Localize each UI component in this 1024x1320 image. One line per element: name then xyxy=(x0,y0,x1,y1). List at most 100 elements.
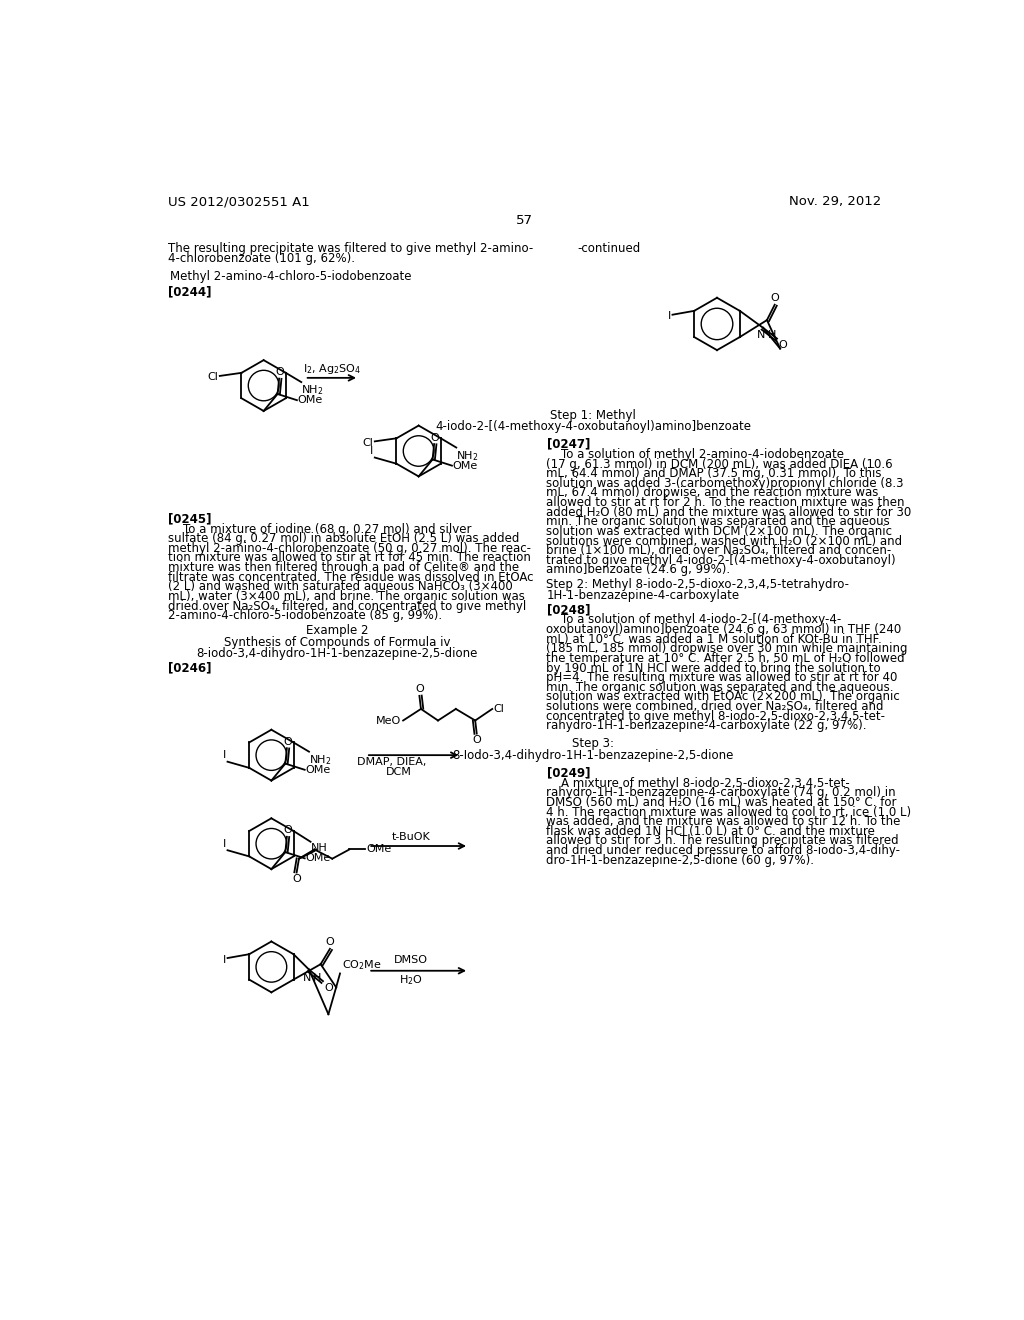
Text: mL, 64.4 mmol) and DMAP (37.5 mg, 0.31 mmol). To this: mL, 64.4 mmol) and DMAP (37.5 mg, 0.31 m… xyxy=(547,467,882,480)
Text: -continued: -continued xyxy=(578,242,641,255)
Text: NH$_2$: NH$_2$ xyxy=(301,384,324,397)
Text: methyl 2-amino-4-chlorobenzoate (50 g, 0.27 mol). The reac-: methyl 2-amino-4-chlorobenzoate (50 g, 0… xyxy=(168,543,531,554)
Text: mL) at 10° C. was added a 1 M solution of KOt-Bu in THF: mL) at 10° C. was added a 1 M solution o… xyxy=(547,632,880,645)
Text: O: O xyxy=(325,982,333,993)
Text: DMAP, DIEA,: DMAP, DIEA, xyxy=(356,758,426,767)
Text: 4 h. The reaction mixture was allowed to cool to rt, ice (1.0 L): 4 h. The reaction mixture was allowed to… xyxy=(547,805,911,818)
Text: allowed to stir for 3 h. The resulting precipitate was filtered: allowed to stir for 3 h. The resulting p… xyxy=(547,834,899,847)
Text: mixture was then filtered through a pad of Celite® and the: mixture was then filtered through a pad … xyxy=(168,561,519,574)
Text: O: O xyxy=(778,341,787,350)
Text: Step 1: Methyl: Step 1: Methyl xyxy=(550,409,636,421)
Text: rahydro-1H-1-benzazepine-4-carboxylate (74 g, 0.2 mol) in: rahydro-1H-1-benzazepine-4-carboxylate (… xyxy=(547,787,896,800)
Text: Synthesis of Compounds of Formula iv: Synthesis of Compounds of Formula iv xyxy=(224,636,451,649)
Text: min. The organic solution was separated and the aqueous: min. The organic solution was separated … xyxy=(547,515,890,528)
Text: Methyl 2-amino-4-chloro-5-iodobenzoate: Methyl 2-amino-4-chloro-5-iodobenzoate xyxy=(170,271,412,282)
Text: 8-Iodo-3,4-dihydro-1H-1-benzazepine-2,5-dione: 8-Iodo-3,4-dihydro-1H-1-benzazepine-2,5-… xyxy=(453,748,733,762)
Text: To a solution of methyl 4-iodo-2-[(4-methoxy-4-: To a solution of methyl 4-iodo-2-[(4-met… xyxy=(547,614,842,627)
Text: 2-amino-4-chloro-5-iodobenzoate (85 g, 99%).: 2-amino-4-chloro-5-iodobenzoate (85 g, 9… xyxy=(168,610,442,622)
Text: O: O xyxy=(415,684,424,694)
Text: H$_2$O: H$_2$O xyxy=(399,973,423,987)
Text: Cl: Cl xyxy=(494,704,505,714)
Text: I: I xyxy=(223,954,226,965)
Text: I: I xyxy=(223,838,226,849)
Text: was added, and the mixture was allowed to stir 12 h. To the: was added, and the mixture was allowed t… xyxy=(547,816,901,828)
Text: OMe: OMe xyxy=(305,853,331,863)
Text: solution was extracted with DCM (2×100 mL). The organic: solution was extracted with DCM (2×100 m… xyxy=(547,525,893,539)
Text: solutions were combined, dried over Na₂SO₄, filtered and: solutions were combined, dried over Na₂S… xyxy=(547,700,884,713)
Text: OMe: OMe xyxy=(298,395,323,405)
Text: tion mixture was allowed to stir at rt for 45 min. The reaction: tion mixture was allowed to stir at rt f… xyxy=(168,552,531,565)
Text: DMSO: DMSO xyxy=(394,956,428,965)
Text: A mixture of methyl 8-iodo-2,5-dioxo-2,3,4,5-tet-: A mixture of methyl 8-iodo-2,5-dioxo-2,3… xyxy=(547,776,850,789)
Text: Cl: Cl xyxy=(362,438,373,447)
Text: added H₂O (80 mL) and the mixture was allowed to stir for 30: added H₂O (80 mL) and the mixture was al… xyxy=(547,506,911,519)
Text: [0245]: [0245] xyxy=(168,512,212,525)
Text: NH$_2$: NH$_2$ xyxy=(309,754,332,767)
Text: solution was extracted with EtOAc (2×200 mL). The organic: solution was extracted with EtOAc (2×200… xyxy=(547,690,900,704)
Text: H: H xyxy=(313,973,322,983)
Text: O: O xyxy=(472,735,481,744)
Text: I: I xyxy=(370,446,373,455)
Text: [0247]: [0247] xyxy=(547,438,590,451)
Text: To a mixture of iodine (68 g, 0.27 mol) and silver: To a mixture of iodine (68 g, 0.27 mol) … xyxy=(168,523,472,536)
Text: US 2012/0302551 A1: US 2012/0302551 A1 xyxy=(168,195,310,209)
Text: OMe: OMe xyxy=(305,764,331,775)
Text: the temperature at 10° C. After 2.5 h, 50 mL of H₂O followed: the temperature at 10° C. After 2.5 h, 5… xyxy=(547,652,905,665)
Text: [0246]: [0246] xyxy=(168,661,212,675)
Text: amino]benzoate (24.6 g, 99%).: amino]benzoate (24.6 g, 99%). xyxy=(547,564,731,577)
Text: OMe: OMe xyxy=(367,845,391,854)
Text: [0248]: [0248] xyxy=(547,603,590,616)
Text: 1H-1-benzazepine-4-carboxylate: 1H-1-benzazepine-4-carboxylate xyxy=(547,589,739,602)
Text: N: N xyxy=(758,330,766,341)
Text: mL), water (3×400 mL), and brine. The organic solution was: mL), water (3×400 mL), and brine. The or… xyxy=(168,590,525,603)
Text: O: O xyxy=(284,737,292,747)
Text: OMe: OMe xyxy=(453,461,478,471)
Text: concentrated to give methyl 8-iodo-2,5-dioxo-2,3,4,5-tet-: concentrated to give methyl 8-iodo-2,5-d… xyxy=(547,710,886,723)
Text: solutions were combined, washed with H₂O (2×100 mL) and: solutions were combined, washed with H₂O… xyxy=(547,535,902,548)
Text: O: O xyxy=(326,937,334,948)
Text: MeO: MeO xyxy=(377,715,401,726)
Text: [0249]: [0249] xyxy=(547,767,590,780)
Text: O: O xyxy=(275,367,285,378)
Text: t-BuOK: t-BuOK xyxy=(391,832,430,842)
Text: min. The organic solution was separated and the aqueous: min. The organic solution was separated … xyxy=(547,681,890,694)
Text: Step 2: Methyl 8-iodo-2,5-dioxo-2,3,4,5-tetrahydro-: Step 2: Methyl 8-iodo-2,5-dioxo-2,3,4,5-… xyxy=(547,578,850,591)
Text: The resulting precipitate was filtered to give methyl 2-amino-: The resulting precipitate was filtered t… xyxy=(168,242,534,255)
Text: 8-iodo-3,4-dihydro-1H-1-benzazepine-2,5-dione: 8-iodo-3,4-dihydro-1H-1-benzazepine-2,5-… xyxy=(197,647,478,660)
Text: N: N xyxy=(303,973,311,983)
Text: O: O xyxy=(284,825,292,836)
Text: (185 mL, 185 mmol) dropwise over 30 min while maintaining: (185 mL, 185 mmol) dropwise over 30 min … xyxy=(547,643,908,655)
Text: allowed to stir at rt for 2 h. To the reaction mixture was then: allowed to stir at rt for 2 h. To the re… xyxy=(547,496,905,510)
Text: Nov. 29, 2012: Nov. 29, 2012 xyxy=(790,195,882,209)
Text: CO$_2$Me: CO$_2$Me xyxy=(342,958,381,972)
Text: Step 3:: Step 3: xyxy=(572,738,614,751)
Text: oxobutanoyl)amino]benzoate (24.6 g, 63 mmol) in THF (240: oxobutanoyl)amino]benzoate (24.6 g, 63 m… xyxy=(547,623,902,636)
Text: mL, 67.4 mmol) dropwise, and the reaction mixture was: mL, 67.4 mmol) dropwise, and the reactio… xyxy=(547,487,879,499)
Text: 4-iodo-2-[(4-methoxy-4-oxobutanoyl)amino]benzoate: 4-iodo-2-[(4-methoxy-4-oxobutanoyl)amino… xyxy=(435,420,751,433)
Text: I: I xyxy=(223,750,226,760)
Text: To a solution of methyl 2-amino-4-iodobenzoate: To a solution of methyl 2-amino-4-iodobe… xyxy=(547,447,845,461)
Text: filtrate was concentrated. The residue was dissolved in EtOAc: filtrate was concentrated. The residue w… xyxy=(168,570,534,583)
Text: and dried under reduced pressure to afford 8-iodo-3,4-dihy-: and dried under reduced pressure to affo… xyxy=(547,843,900,857)
Text: dried over Na₂SO₄, filtered, and concentrated to give methyl: dried over Na₂SO₄, filtered, and concent… xyxy=(168,599,526,612)
Text: O: O xyxy=(292,874,301,884)
Text: flask was added 1N HCl (1.0 L) at 0° C. and the mixture: flask was added 1N HCl (1.0 L) at 0° C. … xyxy=(547,825,876,838)
Text: brine (1×100 mL), dried over Na₂SO₄, filtered and concen-: brine (1×100 mL), dried over Na₂SO₄, fil… xyxy=(547,544,892,557)
Text: Example 2: Example 2 xyxy=(306,624,369,638)
Text: 57: 57 xyxy=(516,214,534,227)
Text: O: O xyxy=(430,433,439,442)
Text: by 190 mL of 1N HCl were added to bring the solution to: by 190 mL of 1N HCl were added to bring … xyxy=(547,661,881,675)
Text: sulfate (84 g, 0.27 mol) in absolute EtOH (2.5 L) was added: sulfate (84 g, 0.27 mol) in absolute EtO… xyxy=(168,532,519,545)
Text: rahydro-1H-1-benzazepine-4-carboxylate (22 g, 97%).: rahydro-1H-1-benzazepine-4-carboxylate (… xyxy=(547,719,867,733)
Text: I: I xyxy=(668,312,671,321)
Text: NH: NH xyxy=(310,842,328,853)
Text: O: O xyxy=(770,293,779,304)
Text: NH$_2$: NH$_2$ xyxy=(457,449,479,463)
Text: Cl: Cl xyxy=(207,372,218,383)
Text: pH=4. The resulting mixture was allowed to stir at rt for 40: pH=4. The resulting mixture was allowed … xyxy=(547,671,898,684)
Text: DMSO (560 mL) and H₂O (16 mL) was heated at 150° C. for: DMSO (560 mL) and H₂O (16 mL) was heated… xyxy=(547,796,897,809)
Text: 4-chlorobenzoate (101 g, 62%).: 4-chlorobenzoate (101 g, 62%). xyxy=(168,252,355,265)
Text: trated to give methyl 4-iodo-2-[(4-methoxy-4-oxobutanoyl): trated to give methyl 4-iodo-2-[(4-metho… xyxy=(547,554,896,566)
Text: solution was added 3-(carbomethoxy)propionyl chloride (8.3: solution was added 3-(carbomethoxy)propi… xyxy=(547,477,904,490)
Text: [0244]: [0244] xyxy=(168,285,212,298)
